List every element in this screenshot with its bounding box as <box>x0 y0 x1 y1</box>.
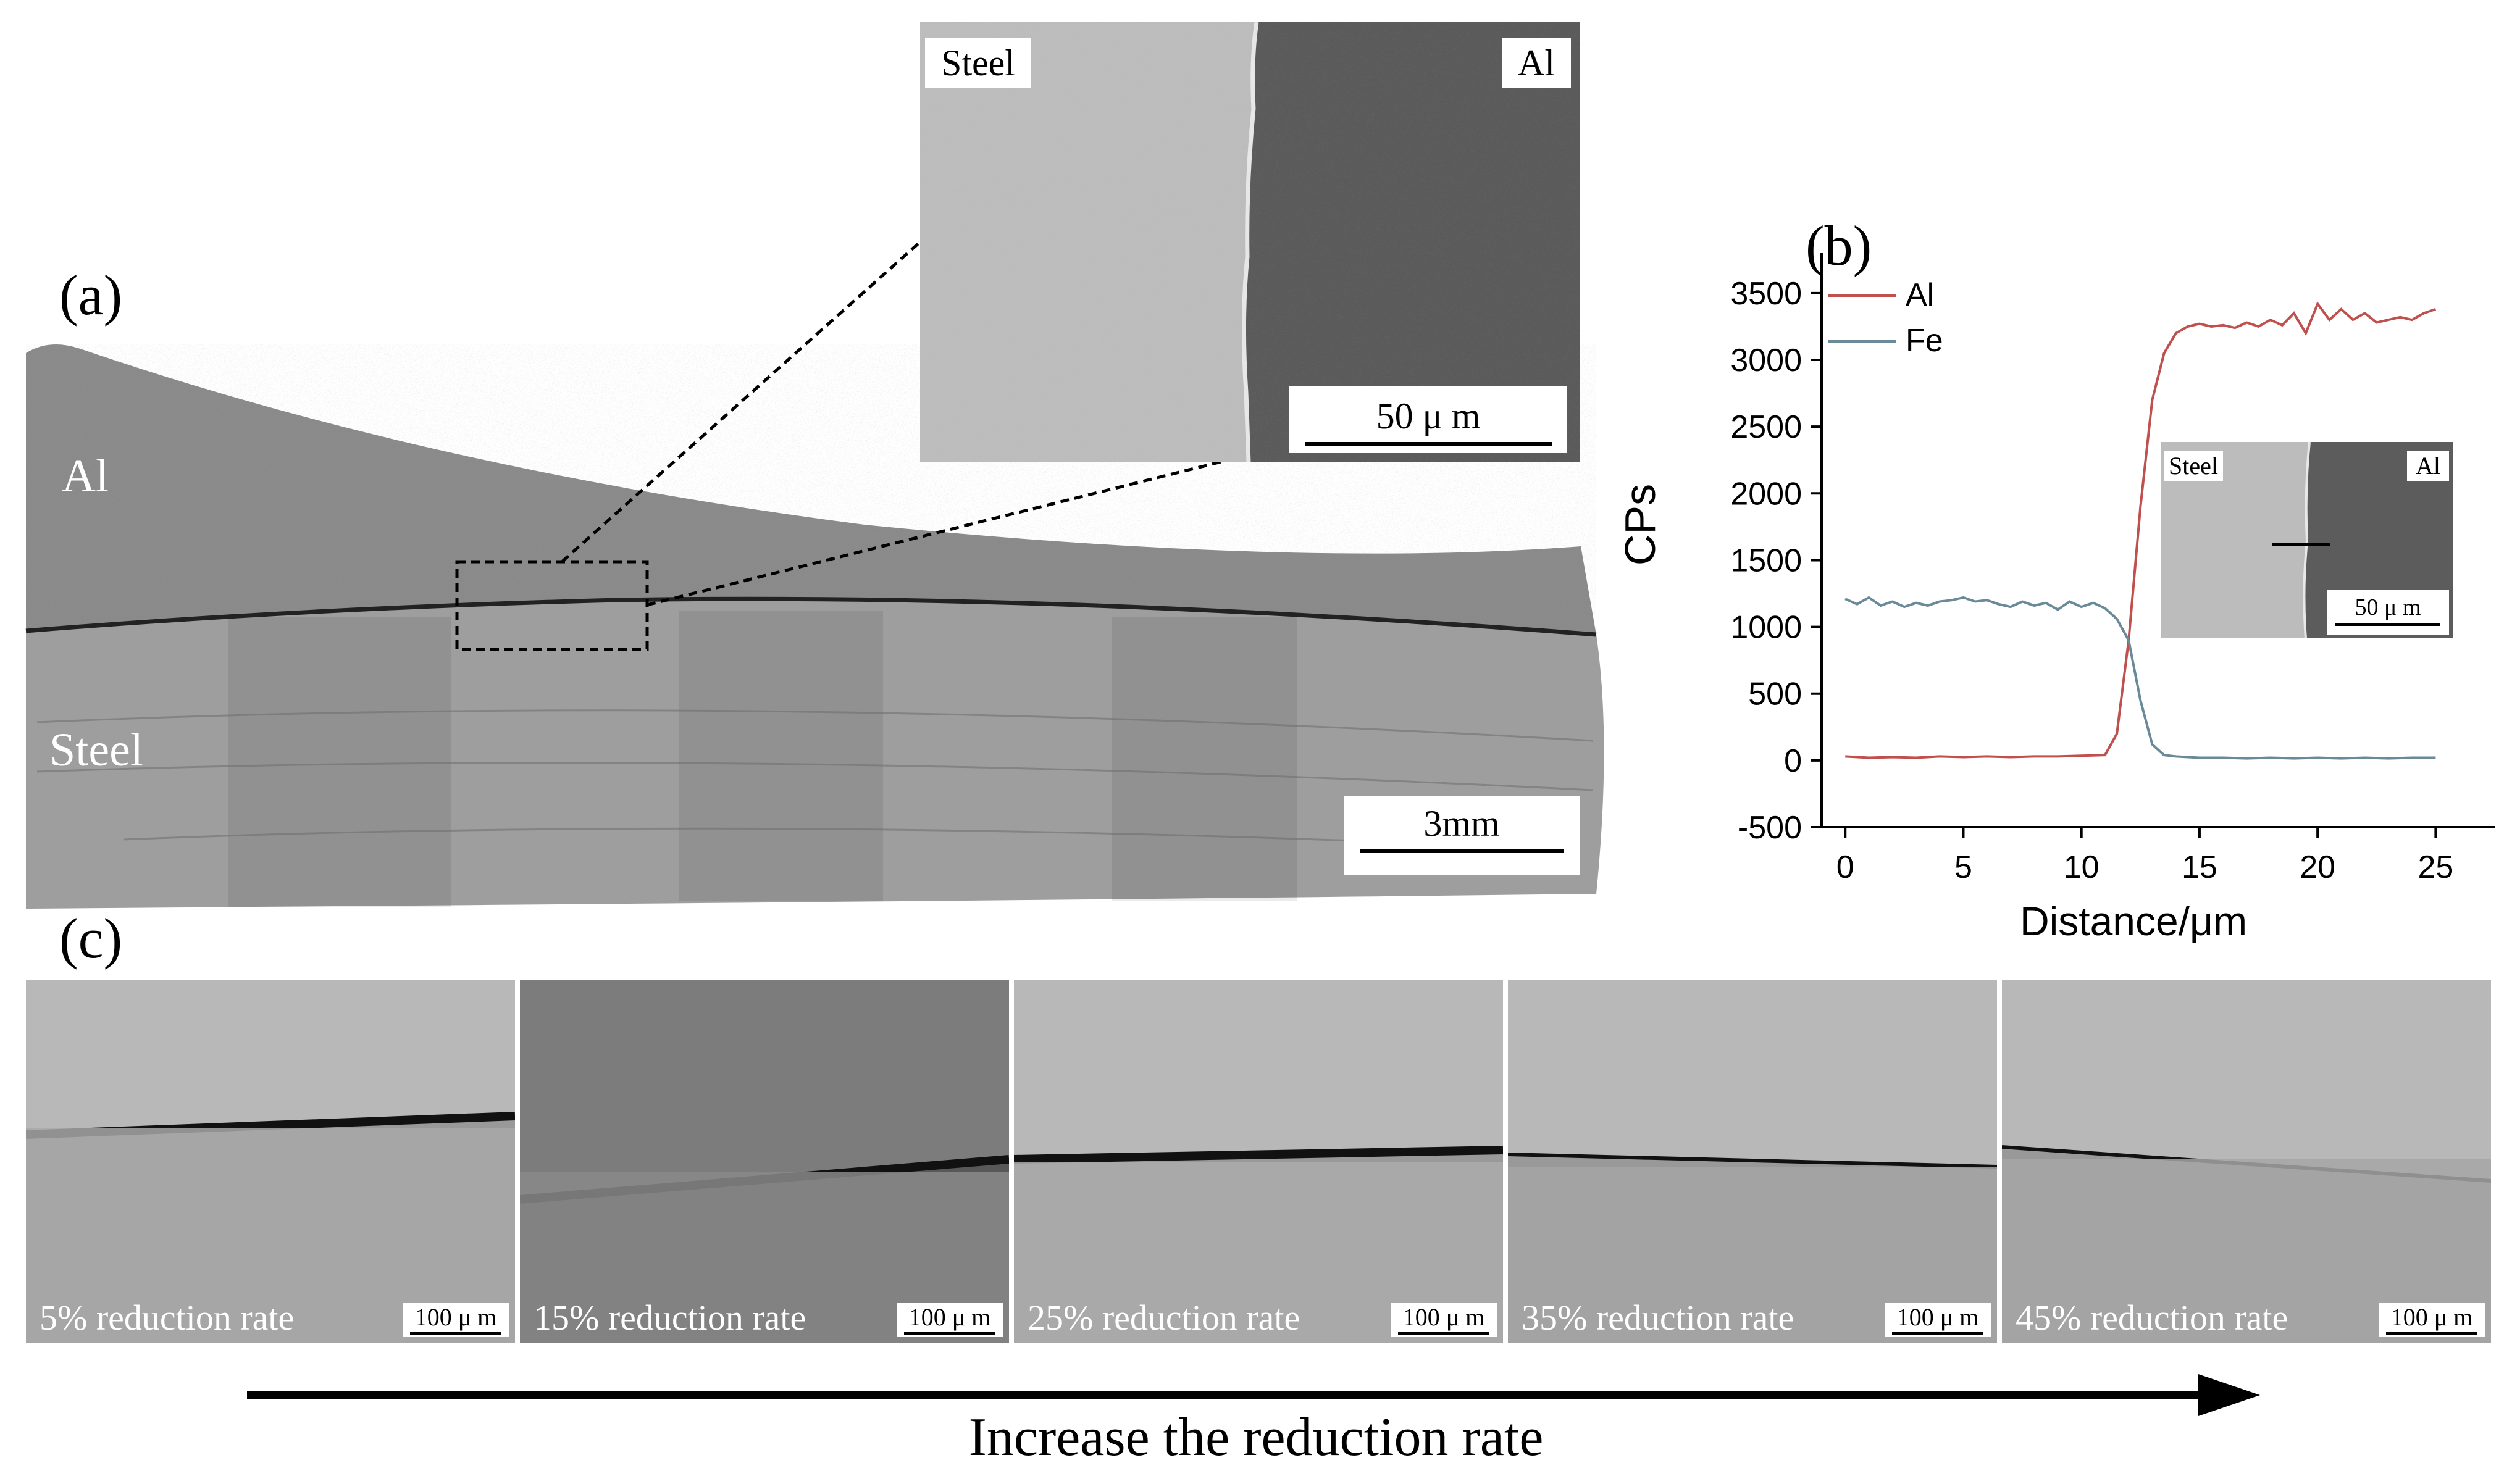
panel-a-scale-bar: 3mm <box>1344 796 1580 875</box>
strip-scale-text: 100 μ m <box>414 1303 497 1331</box>
inset-scale-text: 50 μ m <box>1376 396 1481 436</box>
y-tick-label: -500 <box>1738 810 1802 846</box>
strip-caption: 35% reduction rate <box>1522 1298 1794 1338</box>
panel-a-inset-sem: Steel Al 50 μ m <box>920 22 1580 462</box>
panel-b-letter: (b) <box>1806 214 1872 277</box>
strip-caption: 25% reduction rate <box>1028 1298 1300 1338</box>
strip-scale-bar: 100 μ m <box>897 1303 1003 1337</box>
y-tick-label: 500 <box>1748 677 1802 712</box>
arrow-caption: Increase the reduction rate <box>968 1407 1544 1467</box>
steel-label: Steel <box>49 724 143 776</box>
panel-a-micrograph <box>25 241 1604 909</box>
interface-line <box>25 596 1597 637</box>
chart-inset-scale-text: 50 μ m <box>2355 594 2421 620</box>
zoom-region-box <box>455 560 649 651</box>
strip-scale-bar: 100 μ m <box>403 1303 509 1337</box>
inset-al-label: Al <box>1502 38 1571 88</box>
strip-scale-bar: 100 μ m <box>1885 1303 1991 1337</box>
strip-scale-text: 100 μ m <box>908 1303 991 1331</box>
strip-scale-text: 100 μ m <box>2390 1303 2473 1331</box>
inset-scale-bar: 50 μ m <box>1289 386 1567 453</box>
strip-caption: 45% reduction rate <box>2016 1298 2288 1338</box>
y-tick-label: 1000 <box>1730 610 1802 646</box>
cps-distance-chart: -500 0 500 1000 1500 2000 2500 3000 3500 0 5 10 15 20… <box>1616 253 2495 944</box>
strip-scale-text: 100 μ m <box>1402 1303 1485 1331</box>
chart-legend: Al Fe <box>1828 277 1943 359</box>
x-tick-label: 25 <box>2418 849 2453 885</box>
strip-caption: 5% reduction rate <box>40 1298 295 1338</box>
x-tick-label: 20 <box>2300 849 2335 885</box>
strip-scale-bar: 100 μ m <box>1391 1303 1497 1337</box>
chart-inset-scale-bar: 50 μ m <box>2327 590 2449 635</box>
panel-a-scale-text: 3mm <box>1423 803 1500 844</box>
panel-c-letter: (c) <box>59 907 123 970</box>
reduction-strip: 5% reduction rate 100 μ m <box>26 980 515 1343</box>
al-label: Al <box>62 450 109 502</box>
x-tick-label: 15 <box>2182 849 2217 885</box>
inset-steel-label: Steel <box>925 38 1031 88</box>
y-tick-label: 3000 <box>1730 343 1802 378</box>
reduction-strip: 35% reduction rate 100 μ m <box>1508 980 1997 1343</box>
series-line-al <box>1845 301 2437 759</box>
y-tick-label: 2500 <box>1730 409 1802 445</box>
reduction-strip: 15% reduction rate 100 μ m <box>520 980 1009 1343</box>
y-tick-label: 2000 <box>1730 476 1802 512</box>
reduction-strip: 25% reduction rate 100 μ m <box>1014 980 1503 1343</box>
panel-a-letter: (a) <box>59 264 123 327</box>
legend-fe-swatch <box>1828 339 1896 343</box>
strip-scale-text: 100 μ m <box>1896 1303 1979 1331</box>
y-tick-label: 1500 <box>1730 543 1802 578</box>
y-tick-label: 0 <box>1784 743 1802 779</box>
chart-inset-steel-label: Steel <box>2164 451 2223 481</box>
legend-fe-label: Fe <box>1906 323 1943 359</box>
legend-al-swatch <box>1828 293 1896 297</box>
reduction-strip: 45% reduction rate 100 μ m <box>2002 980 2491 1343</box>
x-axis-label: Distance/μm <box>2020 898 2247 944</box>
x-tick-label: 0 <box>1836 849 1854 885</box>
series-line-fe <box>1844 596 2436 760</box>
strip-caption: 15% reduction rate <box>534 1298 806 1338</box>
x-tick-label: 5 <box>1954 849 1972 885</box>
y-tick-label: 3500 <box>1730 276 1802 312</box>
x-tick-label: 10 <box>2064 849 2100 885</box>
chart-inset-al-label: Al <box>2407 451 2449 481</box>
increase-arrow <box>247 1374 2260 1416</box>
y-axis-label: CPs <box>1616 484 1664 565</box>
legend-al-label: Al <box>1906 277 1935 313</box>
strip-scale-bar: 100 μ m <box>2379 1303 2485 1337</box>
panel-b-inset-sem: Steel Al 50 μ m <box>2161 442 2453 638</box>
